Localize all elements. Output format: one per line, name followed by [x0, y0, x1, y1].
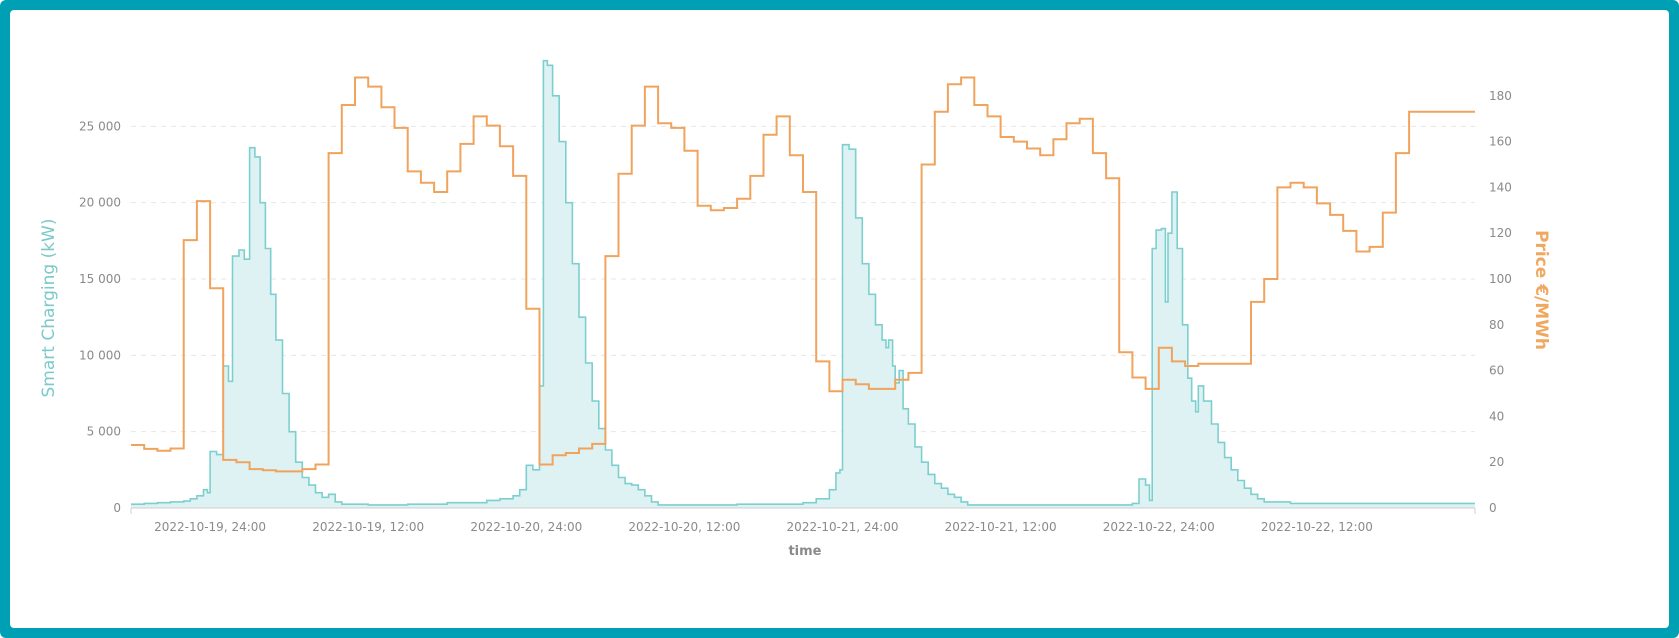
y-axis-left-label: Smart Charging (kW): [39, 219, 59, 398]
y-left-tick-label: 10 000: [79, 348, 121, 362]
x-tick-label: 2022-10-22, 12:00: [1261, 520, 1373, 534]
y-right-tick-label: 100: [1489, 272, 1512, 286]
y-axis-right-label: Price €/MWh: [1531, 230, 1551, 350]
price-line-layer: [131, 76, 1475, 473]
y-right-tick-label: 40: [1489, 409, 1504, 423]
y-left-tick-label: 0: [113, 501, 121, 515]
y-right-tick-label: 0: [1489, 501, 1497, 515]
y-right-tick-label: 140: [1489, 180, 1512, 194]
y-right-tick-label: 180: [1489, 89, 1512, 103]
y-right-tick-label: 60: [1489, 364, 1504, 378]
y-left-tick-label: 15 000: [79, 272, 121, 286]
y-right-tick-label: 80: [1489, 318, 1504, 332]
y-right-tick-label: 160: [1489, 135, 1512, 149]
x-tick-label: 2022-10-19, 24:00: [154, 520, 266, 534]
y-right-tick-label: 120: [1489, 226, 1512, 240]
chart-panel: 0 5 000 10 000 15 000 20 000 25 000 0 20 40 60 80 1…: [10, 10, 1669, 628]
charging-series-line: [131, 59, 1475, 506]
charging-area-fill: [131, 60, 1475, 508]
x-tick-label: 2022-10-20, 24:00: [470, 520, 582, 534]
y-right-tick-label: 20: [1489, 455, 1504, 469]
x-axis-label: time: [788, 544, 821, 559]
axes: 0 5 000 10 000 15 000 20 000 25 000 0 20 40 60 80 1…: [79, 89, 1512, 534]
price-series-line: [131, 76, 1475, 473]
x-tick-label: 2022-10-19, 12:00: [312, 520, 424, 534]
y-left-tick-label: 20 000: [79, 196, 121, 210]
y-left-tick-label: 25 000: [79, 119, 121, 133]
chart-svg: 0 5 000 10 000 15 000 20 000 25 000 0 20 40 60 80 1…: [39, 59, 1551, 559]
x-tick-label: 2022-10-22, 24:00: [1103, 520, 1215, 534]
x-tick-label: 2022-10-21, 12:00: [945, 520, 1057, 534]
x-tick-label: 2022-10-20, 12:00: [628, 520, 740, 534]
charging-area-layer: [131, 59, 1475, 508]
y-left-tick-label: 5 000: [87, 425, 121, 439]
x-tick-label: 2022-10-21, 24:00: [787, 520, 899, 534]
